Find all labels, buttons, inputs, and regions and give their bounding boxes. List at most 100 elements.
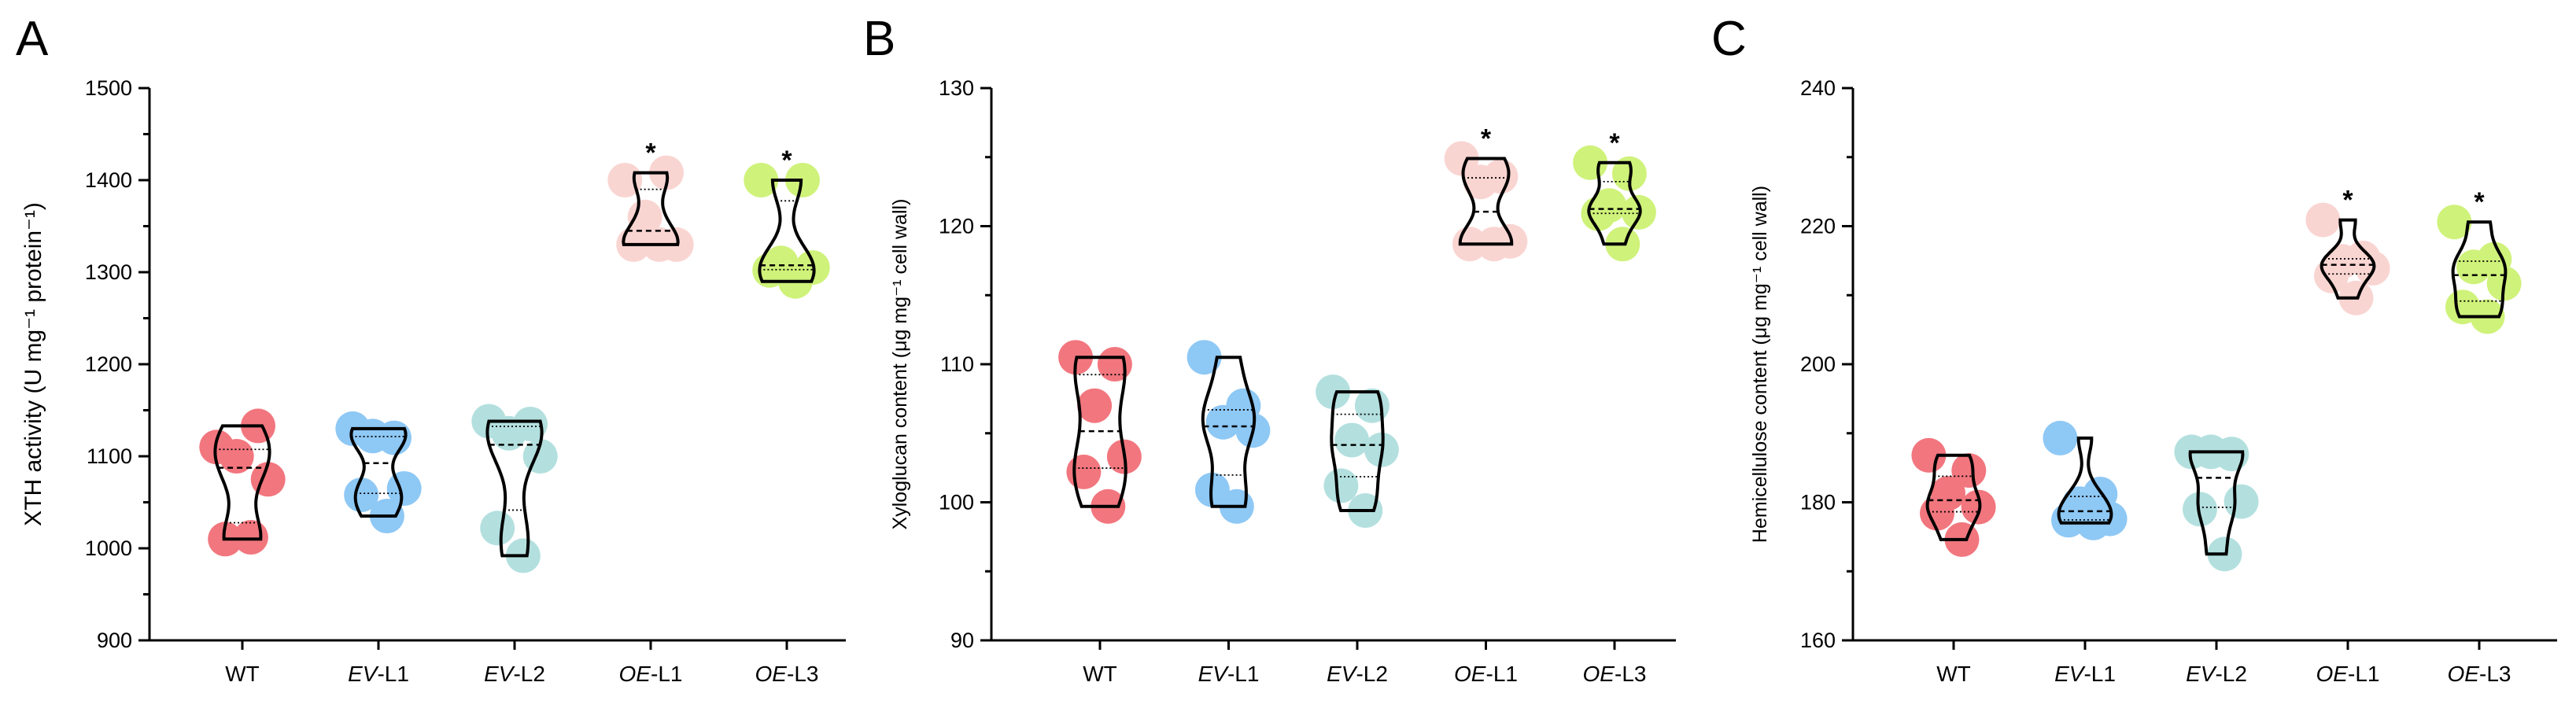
significance-marker: * [781, 146, 792, 175]
y-tick-label: 200 [1800, 352, 1836, 376]
x-tick-label: WT [1083, 662, 1117, 686]
y-tick-label: 1500 [85, 76, 132, 100]
x-tick-label: OE-L1 [2316, 662, 2380, 686]
data-point [1205, 404, 1241, 440]
x-tick-label: WT [225, 662, 260, 686]
violin-outline [622, 171, 680, 246]
data-point [1323, 468, 1359, 503]
significance-marker: * [645, 138, 656, 168]
y-tick-label: 220 [1800, 215, 1836, 238]
series-oe-l1: * [1444, 124, 1528, 262]
data-point [233, 520, 268, 555]
series-oe-l1: * [607, 138, 694, 262]
violin-outline [758, 179, 816, 283]
data-point [1077, 388, 1113, 423]
violin-outline [213, 424, 271, 541]
data-point [1187, 340, 1222, 375]
series-ev-l2 [1316, 374, 1399, 528]
data-point [219, 439, 254, 474]
data-point [627, 199, 662, 234]
y-tick-label: 120 [939, 215, 974, 238]
chart-panel-a: A 900 1000 1100 1200 1300 1400 1500 XTH activity… [16, 12, 846, 686]
x-tick-label: EV-L1 [348, 662, 409, 686]
x-tick-label: OE-L3 [1583, 662, 1647, 686]
violin-outline [1330, 390, 1385, 512]
y-tick-label: 240 [1800, 76, 1836, 100]
series-ev-l2 [2174, 434, 2259, 572]
x-tick-label: EV-L1 [2054, 662, 2116, 686]
violin-outline [1458, 157, 1514, 246]
series-oe-l3: * [2437, 187, 2522, 334]
x-tick-label: WT [1936, 662, 1971, 686]
series-ev-l1 [2043, 420, 2128, 540]
data-point [2437, 205, 2472, 240]
panel-letter: A [16, 12, 49, 66]
violin-outline [1201, 356, 1257, 508]
violin-outline [1587, 160, 1642, 246]
y-tick-label: 900 [97, 629, 132, 652]
y-tick-label: 1200 [85, 352, 132, 376]
y-tick-label: 90 [950, 629, 974, 652]
series-wt [1058, 340, 1142, 524]
data-point [2043, 420, 2078, 455]
series-wt [1911, 437, 1996, 557]
data-point [1911, 437, 1947, 473]
data-point [1354, 388, 1389, 423]
data-point [2456, 249, 2491, 285]
series-oe-l1: * [2305, 186, 2390, 315]
data-point [1316, 374, 1351, 410]
y-axis-title: Xyloglucan content (μg mg⁻¹ cell wall) [889, 199, 911, 530]
x-tick-label: EV-L1 [1198, 662, 1260, 686]
violin-outline [1072, 356, 1127, 508]
significance-marker: * [1609, 128, 1620, 158]
y-axis-title: XTH activity (U mg⁻¹ protein⁻¹) [20, 202, 46, 526]
significance-marker: * [2342, 186, 2353, 216]
y-tick-label: 100 [939, 491, 974, 514]
data-point [1097, 347, 1132, 382]
violin-outline [349, 426, 408, 518]
data-point [1463, 164, 1498, 200]
y-tick-label: 1100 [87, 444, 132, 468]
data-point [480, 511, 515, 546]
x-tick-label: OE-L3 [755, 662, 819, 686]
significance-marker: * [1481, 124, 1492, 154]
x-tick-label: EV-L2 [1327, 662, 1388, 686]
data-point [2305, 202, 2341, 238]
data-point [2224, 484, 2259, 519]
y-tick-label: 1400 [85, 168, 132, 192]
violin-outline [1925, 453, 1982, 541]
series-ev-l2 [471, 404, 558, 573]
series-wt [199, 408, 286, 557]
y-tick-label: 1300 [85, 260, 132, 284]
chart-panel-c: C 160 180 200 220 240 Hemicellulose content (μ… [1711, 12, 2557, 686]
y-tick-label: 180 [1800, 491, 1836, 514]
data-point [1951, 453, 1987, 489]
x-tick-label: OE-L1 [1454, 662, 1518, 686]
y-tick-label: 130 [939, 76, 974, 100]
series-oe-l3: * [744, 146, 830, 299]
x-tick-label: EV-L2 [2186, 662, 2247, 686]
chart-panel-b: B 90 100 110 120 130 Xyloglucan content (μg mg… [863, 12, 1676, 686]
violin-outline [2320, 218, 2376, 300]
x-tick-label: OE-L3 [2448, 662, 2511, 686]
panel-letter: C [1711, 12, 1747, 66]
x-tick-label: EV-L2 [484, 662, 545, 686]
x-tick-label: OE-L1 [619, 662, 683, 686]
series-ev-l1 [335, 411, 422, 533]
y-tick-label: 1000 [85, 537, 132, 560]
data-point [491, 415, 526, 451]
y-tick-label: 160 [1800, 629, 1836, 652]
data-point [344, 478, 379, 513]
series-oe-l3: * [1573, 128, 1656, 262]
data-point [1334, 422, 1370, 458]
significance-marker: * [2474, 187, 2485, 217]
series-ev-l1 [1187, 340, 1271, 524]
panel-letter: B [863, 12, 895, 66]
y-axis-title: Hemicellulose content (μg mg⁻¹ cell wall… [1749, 186, 1771, 543]
data-point [744, 163, 779, 197]
violin-outline [2451, 220, 2508, 319]
data-point [1444, 141, 1479, 176]
y-tick-label: 110 [940, 352, 974, 376]
data-point [1066, 454, 1102, 489]
